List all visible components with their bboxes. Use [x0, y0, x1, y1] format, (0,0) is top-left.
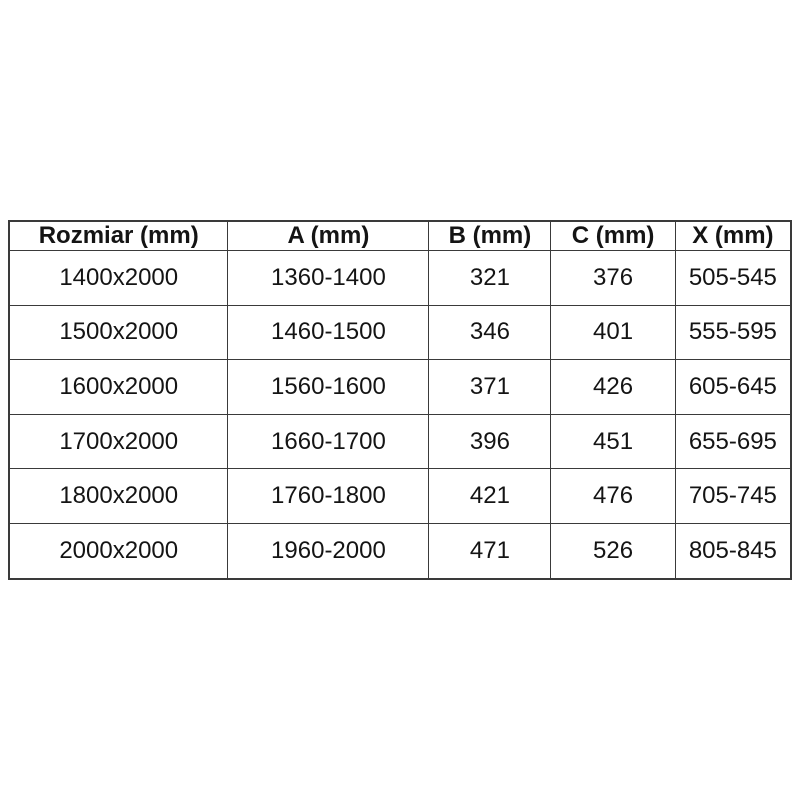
cell-rozmiar: 1500x2000 [8, 304, 229, 361]
table-row: 1800x2000 1760-1800 421 476 705-745 [8, 468, 792, 524]
size-spec-table: Rozmiar (mm) A (mm) B (mm) C (mm) X (mm)… [8, 220, 792, 580]
cell-c: 401 [550, 304, 676, 361]
cell-a: 1460-1500 [227, 304, 430, 361]
cell-a: 1960-2000 [227, 522, 430, 580]
cell-x: 605-645 [674, 359, 792, 415]
cell-rozmiar: 1400x2000 [8, 250, 229, 306]
cell-a: 1560-1600 [227, 359, 430, 415]
cell-c: 526 [550, 522, 676, 580]
cell-x: 805-845 [674, 522, 792, 580]
cell-x: 505-545 [674, 250, 792, 306]
header-cell-c: C (mm) [550, 220, 676, 251]
cell-c: 476 [550, 468, 676, 524]
cell-c: 426 [550, 359, 676, 415]
cell-b: 471 [428, 522, 552, 580]
table-row: 2000x2000 1960-2000 471 526 805-845 [8, 522, 792, 580]
header-cell-x: X (mm) [674, 220, 792, 251]
cell-b: 421 [428, 468, 552, 524]
cell-b: 321 [428, 250, 552, 306]
table-row: 1500x2000 1460-1500 346 401 555-595 [8, 304, 792, 361]
cell-b: 396 [428, 413, 552, 470]
header-cell-b: B (mm) [428, 220, 552, 251]
cell-b: 371 [428, 359, 552, 415]
table-row: 1700x2000 1660-1700 396 451 655-695 [8, 413, 792, 470]
header-cell-rozmiar: Rozmiar (mm) [8, 220, 229, 251]
cell-a: 1660-1700 [227, 413, 430, 470]
cell-x: 555-595 [674, 304, 792, 361]
cell-rozmiar: 1600x2000 [8, 359, 229, 415]
cell-c: 451 [550, 413, 676, 470]
cell-c: 376 [550, 250, 676, 306]
table-row: 1600x2000 1560-1600 371 426 605-645 [8, 359, 792, 415]
cell-a: 1360-1400 [227, 250, 430, 306]
header-cell-a: A (mm) [227, 220, 430, 251]
cell-x: 655-695 [674, 413, 792, 470]
cell-rozmiar: 1700x2000 [8, 413, 229, 470]
cell-rozmiar: 2000x2000 [8, 522, 229, 580]
cell-rozmiar: 1800x2000 [8, 468, 229, 524]
cell-b: 346 [428, 304, 552, 361]
table-row: 1400x2000 1360-1400 321 376 505-545 [8, 250, 792, 306]
header-row: Rozmiar (mm) A (mm) B (mm) C (mm) X (mm) [8, 220, 792, 251]
cell-a: 1760-1800 [227, 468, 430, 524]
cell-x: 705-745 [674, 468, 792, 524]
